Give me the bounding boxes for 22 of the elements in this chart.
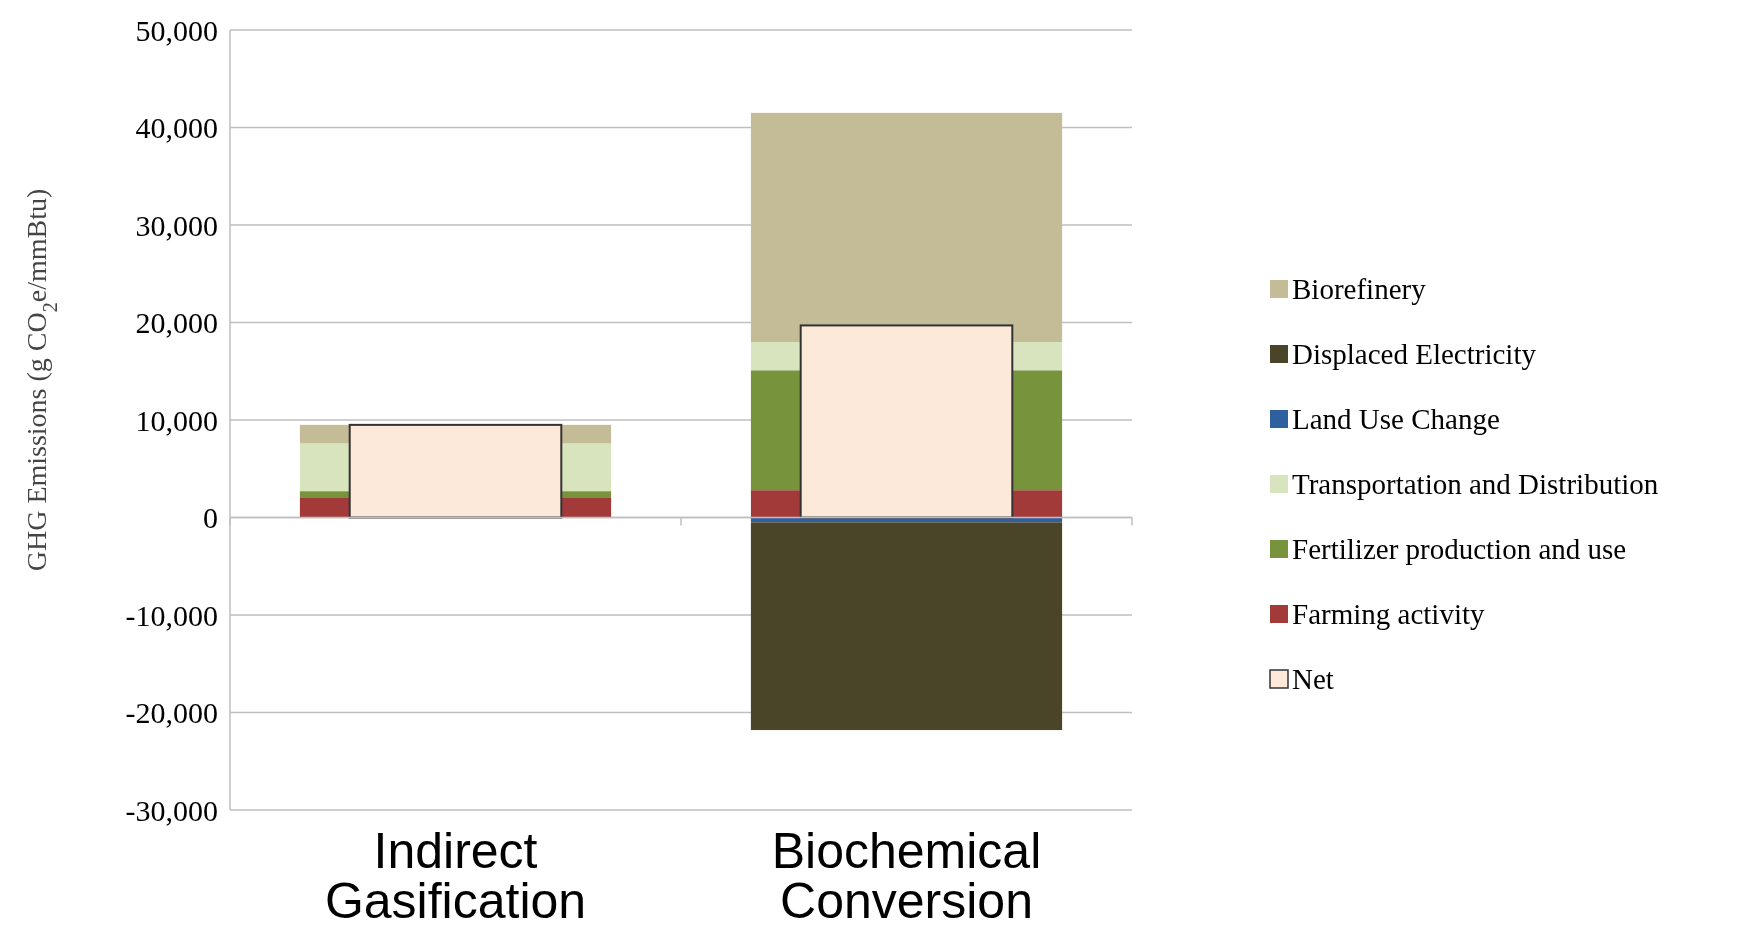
y-tick-label: -30,000 xyxy=(125,793,218,827)
y-tick-label: 50,000 xyxy=(135,13,218,47)
y-tick-label: 0 xyxy=(203,501,218,534)
y-tick-label: 40,000 xyxy=(135,111,218,144)
legend-label: Transportation and Distribution xyxy=(1292,468,1659,501)
y-tick-label: -10,000 xyxy=(125,598,218,632)
legend-label: Biorefinery xyxy=(1292,273,1427,306)
legend-label: Net xyxy=(1292,663,1334,696)
y-tick-label: -20,000 xyxy=(125,696,218,729)
bar xyxy=(799,324,1014,519)
y-tick-label: 10,000 xyxy=(135,403,218,437)
legend-label: Land Use Change xyxy=(1292,403,1500,436)
bar xyxy=(750,112,1063,342)
x-tick-label: Biochemical Conversion xyxy=(771,823,1042,929)
legend-label: Displaced Electricity xyxy=(1292,338,1537,371)
bar xyxy=(750,522,1063,731)
x-tick-label: Indirect Gasification xyxy=(324,823,587,929)
y-tick-label: 20,000 xyxy=(135,306,218,339)
legend-label: Fertilizer production and use xyxy=(1292,533,1627,566)
legend-label: Farming activity xyxy=(1292,598,1485,631)
bar xyxy=(348,423,563,519)
y-tick-label: 30,000 xyxy=(135,208,218,242)
